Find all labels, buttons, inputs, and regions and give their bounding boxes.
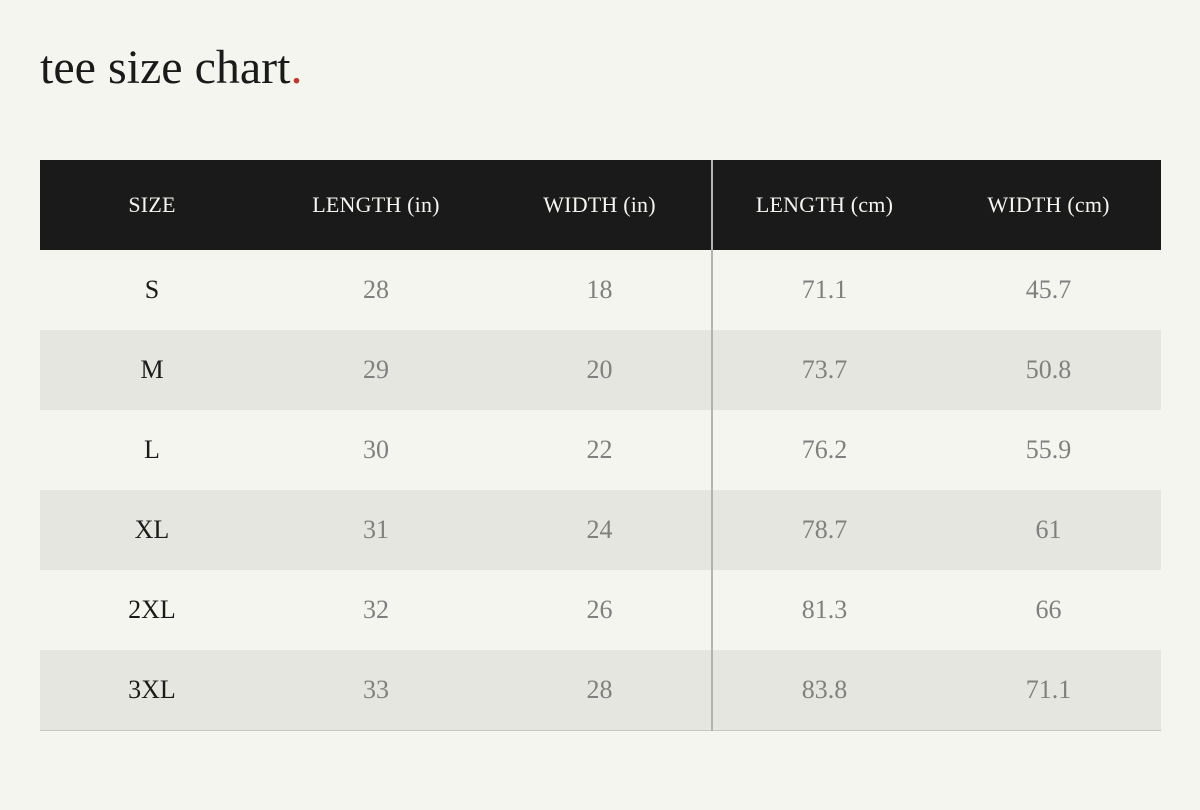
cell-size: XL [134,515,170,544]
table-row: L 30 22 76.2 55.9 [40,410,1161,490]
cell-length-cm: 83.8 [711,650,936,730]
cell-width-in: 24 [586,515,613,544]
cell-size: S [144,275,160,304]
size-chart-table: SIZE LENGTH (in) WIDTH (in) LENGTH (cm) … [40,160,1161,731]
title-accent-dot: . [290,41,303,94]
cell-width-in: 22 [586,435,613,464]
cell-size: 2XL [128,595,176,624]
cell-size: M [140,355,164,384]
cell-width-cm: 71.1 [1025,674,1072,704]
table-header: SIZE LENGTH (in) WIDTH (in) LENGTH (cm) … [40,160,1161,250]
table-row: 3XL 33 28 83.8 71.1 [40,650,1161,730]
cell-length-in: 30 [363,435,389,464]
cell-width-in: 28 [586,674,613,704]
cell-length-in: 31 [363,515,389,544]
cell-length-cm: 78.7 [711,490,936,570]
cell-length-cm: 73.7 [711,330,936,410]
cell-size: L [144,435,160,464]
cell-width-cm: 50.8 [1025,355,1072,384]
page-title: tee size chart. [40,38,303,98]
cell-width-cm: 45.7 [1025,275,1072,304]
table-row: 2XL 32 26 81.3 66 [40,570,1161,650]
cell-length-cm: 81.3 [711,570,936,650]
cell-width-cm: 66 [1035,595,1062,624]
header-row: SIZE LENGTH (in) WIDTH (in) LENGTH (cm) … [40,160,1161,250]
header-width-cm: WIDTH (cm) [987,192,1110,217]
cell-width-in: 18 [586,275,613,304]
header-size: SIZE [128,192,176,217]
cell-length-in: 33 [363,674,389,704]
cell-width-in: 26 [586,595,613,624]
cell-width-cm: 55.9 [1025,435,1072,464]
cell-width-in: 20 [586,355,613,384]
table-body: S 28 18 71.1 45.7 M 29 20 73.7 50.8 L 30… [40,250,1161,730]
header-length-in: LENGTH (in) [312,192,440,217]
cell-length-cm: 76.2 [711,410,936,490]
header-width-in: WIDTH (in) [543,192,656,217]
page-title-text: tee size chart [40,41,291,94]
cell-length-in: 28 [363,275,389,304]
table-row: S 28 18 71.1 45.7 [40,250,1161,330]
cell-length-in: 32 [363,595,389,624]
cell-length-in: 29 [363,355,389,384]
cell-width-cm: 61 [1035,515,1062,544]
table-row: XL 31 24 78.7 61 [40,490,1161,570]
cell-size: 3XL [128,674,176,704]
cell-length-cm: 71.1 [711,250,936,330]
table-row: M 29 20 73.7 50.8 [40,330,1161,410]
header-length-cm: LENGTH (cm) [711,160,936,250]
